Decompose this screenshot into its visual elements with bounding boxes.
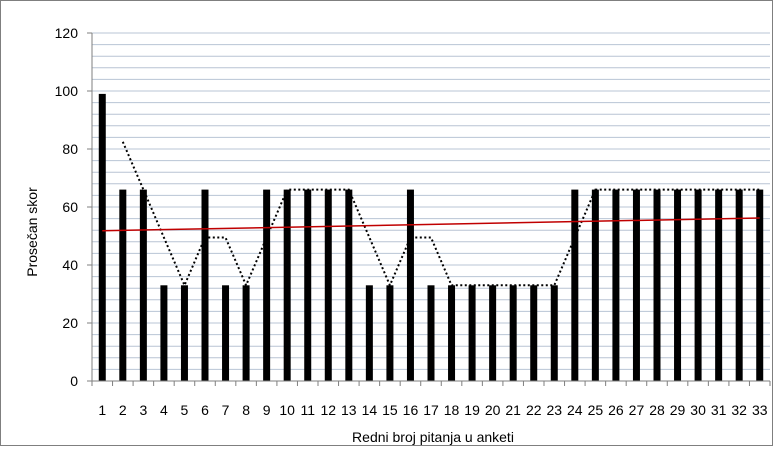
x-tick-label: 11 [300, 402, 315, 418]
bar [324, 189, 332, 381]
bar [715, 189, 723, 381]
x-tick-label: 3 [139, 402, 147, 418]
x-tick-label: 33 [752, 402, 768, 418]
bar [448, 285, 456, 381]
x-tick-label: 6 [201, 402, 209, 418]
bar [283, 189, 291, 381]
bar [365, 285, 373, 381]
bar [345, 189, 353, 381]
bar [406, 189, 414, 381]
x-tick-label: 7 [222, 402, 230, 418]
moving-average-line [121, 141, 760, 288]
axes [87, 32, 771, 386]
bar [735, 189, 743, 381]
x-tick-label: 1 [98, 402, 106, 418]
x-tick-label: 8 [242, 402, 250, 418]
trend-line [102, 217, 760, 232]
bars [98, 93, 764, 382]
x-tick-label: 19 [464, 402, 480, 418]
x-tick-label: 23 [546, 402, 562, 418]
x-tick-label: 26 [608, 402, 624, 418]
bar [222, 285, 230, 381]
y-axis-label: Prosečan skor [24, 187, 40, 277]
x-tick-label: 18 [444, 402, 460, 418]
bar [489, 285, 497, 381]
bar [180, 285, 188, 381]
x-tick-label: 27 [629, 402, 645, 418]
x-tick-label: 25 [588, 402, 604, 418]
y-tick-label: 80 [62, 141, 78, 157]
bar [612, 189, 620, 381]
x-tick-label: 29 [670, 402, 686, 418]
y-tick-label: 60 [62, 199, 78, 215]
x-tick-label: 31 [711, 402, 727, 418]
y-tick-labels: 0 20 40 60 80 100 120 [55, 25, 79, 389]
bar [550, 285, 558, 381]
bar [468, 285, 476, 381]
bar [201, 189, 209, 381]
bar [694, 189, 702, 381]
bar [242, 285, 250, 381]
x-tick-label: 17 [423, 402, 439, 418]
y-tick-label: 0 [70, 373, 78, 389]
x-axis-label: Redni broj pitanja u anketi [352, 429, 514, 445]
x-tick-label: 32 [731, 402, 747, 418]
bar [160, 285, 168, 381]
bar [674, 189, 682, 381]
x-tick-label: 13 [341, 402, 357, 418]
bar [98, 93, 106, 382]
x-tick-label: 16 [403, 402, 419, 418]
x-tick-label: 15 [382, 402, 398, 418]
y-tick-label: 120 [55, 25, 79, 41]
bar [632, 189, 640, 381]
x-tick-label: 5 [181, 402, 189, 418]
bar [509, 285, 517, 381]
x-tick-labels: 1 2 3 4 5 6 7 8 9 10 11 12 13 14 15 16 17 18 19 20 21 22 23 24 2… [98, 402, 767, 418]
x-tick-label: 10 [279, 402, 295, 418]
bar [530, 285, 538, 381]
x-tick-label: 12 [320, 402, 336, 418]
bar [304, 189, 312, 381]
bar [386, 285, 394, 381]
x-tick-label: 4 [160, 402, 168, 418]
x-tick-label: 21 [505, 402, 521, 418]
bar [571, 189, 579, 381]
x-tick-label: 14 [362, 402, 378, 418]
x-tick-label: 30 [690, 402, 706, 418]
bar [756, 189, 764, 381]
x-tick-label: 24 [567, 402, 583, 418]
x-tick-label: 20 [485, 402, 501, 418]
bar [591, 189, 599, 381]
bar [139, 189, 147, 381]
x-tick-label: 2 [119, 402, 127, 418]
bar [263, 189, 271, 381]
y-tick-label: 20 [62, 315, 78, 331]
x-tick-label: 9 [263, 402, 271, 418]
bar [119, 189, 127, 381]
bar [427, 285, 435, 381]
x-tick-label: 28 [649, 402, 665, 418]
y-tick-label: 40 [62, 257, 78, 273]
x-tick-label: 22 [526, 402, 542, 418]
lines [102, 141, 760, 288]
y-tick-label: 100 [55, 83, 79, 99]
bar [653, 189, 661, 381]
